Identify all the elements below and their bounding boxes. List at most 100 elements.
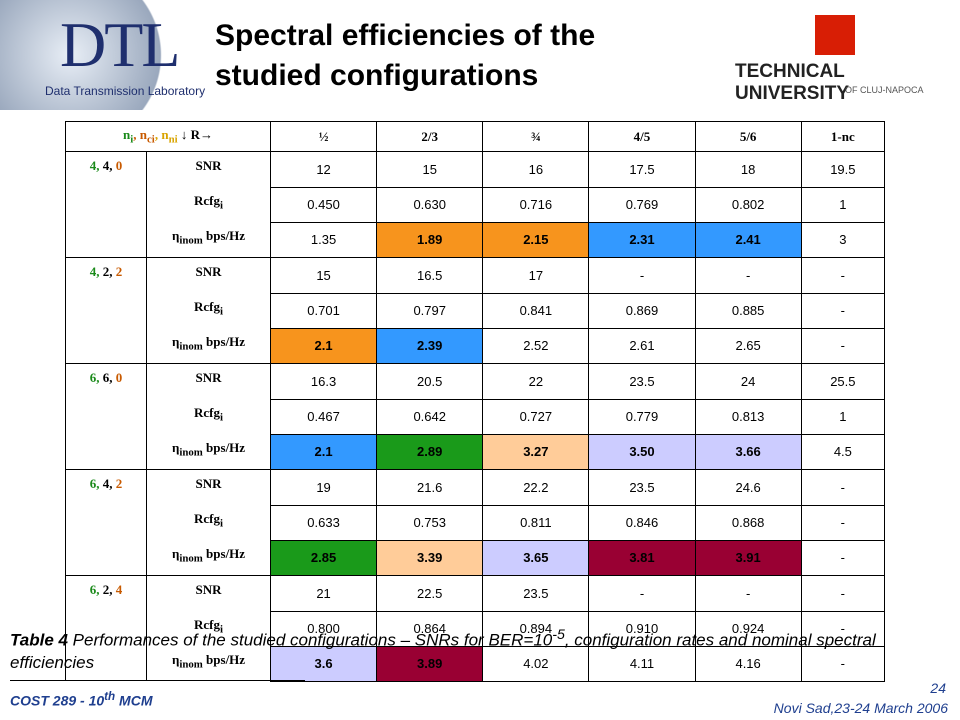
value-cell: 3.6 xyxy=(269,645,378,682)
table-row: 6, 2, 4 SNR 21 22.5 23.5- - - xyxy=(65,575,886,681)
metric-sub: inom xyxy=(179,552,203,565)
config-part: 2, xyxy=(102,582,113,597)
value-cell: 0.630 xyxy=(376,186,484,223)
column-header: ¾ xyxy=(482,121,590,152)
value-cell: 2.41 xyxy=(694,221,802,258)
value-cell: 19 xyxy=(269,469,378,506)
value-cell: 4.5 xyxy=(800,433,886,470)
metric-sub: i xyxy=(219,199,223,212)
value-cell: 22 xyxy=(482,363,590,400)
value-cell: 3.66 xyxy=(694,433,802,470)
value-cell: - xyxy=(800,469,886,506)
value-cell: 0.811 xyxy=(482,504,590,541)
value-cell: 21.6 xyxy=(376,469,484,506)
value-cell: 0.701 xyxy=(269,292,378,329)
table-row: 4, 2, 2 SNR 15 16.5 17- - - xyxy=(65,257,886,364)
value-cell: 0.869 xyxy=(588,292,696,329)
config-part: 6, xyxy=(89,582,100,597)
table-row: ηinom bps/Hz 1.35 1.89 2.15 2.31 2.41 3 xyxy=(66,221,886,258)
value-cell: 0.467 xyxy=(269,398,378,435)
value-cell: 0.797 xyxy=(376,292,484,329)
value-cell: 23.5 xyxy=(482,575,590,612)
footer-rule xyxy=(10,680,305,681)
config-part: 4, xyxy=(102,476,113,491)
value-cell: 0.868 xyxy=(694,504,802,541)
config-part: 0 xyxy=(115,158,123,173)
caption-label: Table 4 xyxy=(10,630,68,650)
value-cell: 22.5 xyxy=(376,575,484,612)
table-row: Rcfgi 0.701 0.797 0.841 0.869 0.885- xyxy=(66,292,886,329)
value-cell: 0.894 xyxy=(482,610,590,647)
config-part: 0 xyxy=(115,370,123,385)
value-cell: 0.727 xyxy=(482,398,590,435)
corner-text: , n xyxy=(133,127,147,143)
column-header: ½ xyxy=(269,121,378,152)
metric-cell: Rcfgi xyxy=(146,611,271,646)
config-cell: 4, 4, 0 xyxy=(65,151,147,258)
metric-unit: bps/Hz xyxy=(202,334,246,349)
table-row: Rcfgi 0.633 0.753 0.811 0.846 0.868- xyxy=(66,504,886,541)
value-cell: - xyxy=(588,257,696,294)
metric-unit: bps/Hz xyxy=(202,652,246,667)
value-cell: 0.813 xyxy=(694,398,802,435)
value-cell: 0.753 xyxy=(376,504,484,541)
value-cell: 0.716 xyxy=(482,186,590,223)
metric-label: SNR xyxy=(195,264,222,279)
value-cell: 3.81 xyxy=(588,539,696,576)
table-row: 6, 6, 0 SNR 16.3 20.5 22 23.5 24 25.5 xyxy=(65,363,886,470)
value-cell: - xyxy=(800,575,886,612)
config-part: 2, xyxy=(102,264,113,279)
value-cell: 2.89 xyxy=(376,433,484,470)
table-row: ηinom bps/Hz 3.6 3.89 4.02 4.11 4.16- xyxy=(66,645,886,682)
metric-cell: Rcfgi xyxy=(146,505,271,540)
column-header: 2/3 xyxy=(376,121,484,152)
value-cell: 2.31 xyxy=(588,221,696,258)
value-cell: 3 xyxy=(800,221,886,258)
value-cell: 3.91 xyxy=(694,539,802,576)
value-cell: 2.15 xyxy=(482,221,590,258)
caption-sup: -5 xyxy=(552,627,565,643)
metric-cell: ηinom bps/Hz xyxy=(146,434,271,470)
config-part: 4, xyxy=(89,158,100,173)
table-row: ηinom bps/Hz 2.1 2.89 3.27 3.50 3.66 4.5 xyxy=(66,433,886,470)
value-cell: 3.27 xyxy=(482,433,590,470)
metric-label: η xyxy=(171,546,180,561)
footer-text: MCM xyxy=(115,692,153,709)
corner-text: ni xyxy=(168,133,178,146)
value-cell: 15 xyxy=(376,151,484,188)
corner-text: i xyxy=(130,133,134,146)
corner-text: ci xyxy=(147,133,155,146)
value-cell: 2.52 xyxy=(482,327,590,364)
value-cell: 2.65 xyxy=(694,327,802,364)
corner-text: n xyxy=(123,127,131,143)
table-row: ηinom bps/Hz 2.1 2.39 2.52 2.61 2.65- xyxy=(66,327,886,364)
logo-caption: Data Transmission Laboratory xyxy=(45,84,206,98)
column-header: 4/5 xyxy=(588,121,696,152)
value-cell: 0.864 xyxy=(376,610,484,647)
value-cell: 23.5 xyxy=(588,469,696,506)
corner-text: ↓ R→ xyxy=(177,127,213,143)
metric-label: η xyxy=(171,440,180,455)
metric-label: SNR xyxy=(195,158,222,173)
value-cell: 24.6 xyxy=(694,469,802,506)
metric-cell: SNR xyxy=(146,151,271,187)
config-part: 2 xyxy=(115,476,123,491)
footer-text: COST 289 - 10 xyxy=(10,692,105,709)
value-cell: 19.5 xyxy=(800,151,886,188)
metric-sub: inom xyxy=(179,446,203,459)
caption: Table 4 Performances of the studied conf… xyxy=(10,624,910,674)
metric-sub: i xyxy=(219,623,223,636)
value-cell: 24 xyxy=(694,363,802,400)
metric-sub: inom xyxy=(179,234,203,247)
value-cell: 0.846 xyxy=(588,504,696,541)
value-cell: - xyxy=(800,610,886,647)
value-cell: 17.5 xyxy=(588,151,696,188)
corner-text: , n xyxy=(154,127,169,143)
value-cell: - xyxy=(694,575,802,612)
value-cell: 0.841 xyxy=(482,292,590,329)
caption-text: Performances of the studied configuratio… xyxy=(67,630,553,650)
metric-label: SNR xyxy=(195,370,222,385)
value-cell: 0.642 xyxy=(376,398,484,435)
